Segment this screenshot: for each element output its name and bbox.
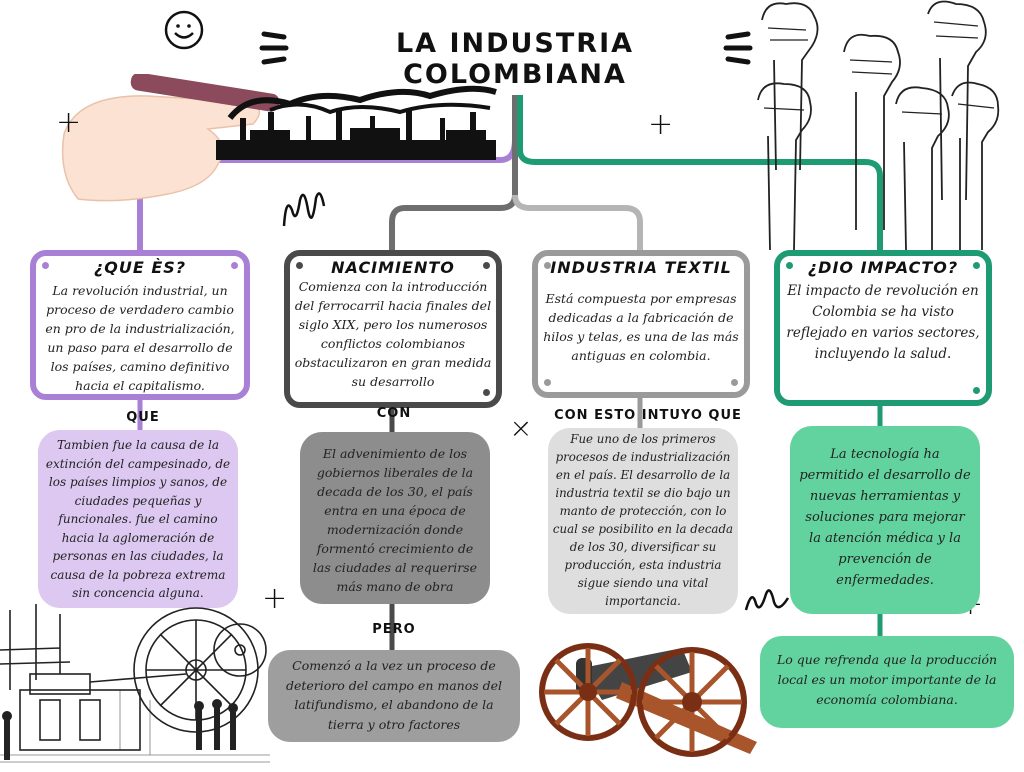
- raised-fists-icon: [752, 0, 1002, 254]
- card-corner-dot: [544, 262, 551, 269]
- card-text: Comienza con la introducción del ferroca…: [294, 279, 492, 389]
- bubble-green2: Lo que refrenda que la producción local …: [760, 636, 1014, 728]
- connector-con: CON: [376, 406, 412, 421]
- bubble-purple: Tambien fue la causa de la extinción del…: [38, 430, 238, 608]
- card-dio-impacto: ¿DIO IMPACTO? El impacto de revolución e…: [774, 250, 992, 406]
- steam-engine-icon: [0, 590, 270, 772]
- title-deco-right: [720, 28, 754, 72]
- card-corner-dot: [483, 262, 490, 269]
- card-industria-textil: INDUSTRIA TEXTIL Está compuesta por empr…: [532, 250, 750, 398]
- bubble-gray: El advenimiento de los gobiernos liberal…: [300, 432, 490, 604]
- card-que-es: ¿QUE ÈS? La revolución industrial, un pr…: [30, 250, 250, 400]
- connector-con-esto: CON ESTO INTUYO QUE: [554, 408, 742, 423]
- card-heading: INDUSTRIA TEXTIL: [550, 258, 732, 277]
- card-text: Está compuesta por empresas dedicadas a …: [543, 291, 739, 363]
- connector-pero: PERO: [372, 622, 416, 637]
- plus-icon: +: [56, 105, 82, 140]
- card-text: El impacto de revolución en Colombia se …: [786, 283, 980, 362]
- cannon-icon: [532, 622, 772, 772]
- card-corner-dot: [296, 262, 303, 269]
- card-heading: ¿DIO IMPACTO?: [807, 258, 959, 277]
- title-deco-left: [258, 28, 292, 72]
- card-corner-dot: [42, 262, 49, 269]
- card-corner-dot: [731, 379, 738, 386]
- bubble-textil: Fue uno de los primeros procesos de indu…: [548, 428, 738, 614]
- scribble-icon: [742, 584, 792, 622]
- card-corner-dot: [544, 379, 551, 386]
- card-corner-dot: [231, 262, 238, 269]
- card-text: La revolución industrial, un proceso de …: [45, 283, 235, 393]
- bubble-pero: Comenzó a la vez un proceso de deterioro…: [268, 650, 520, 742]
- card-heading: NACIMIENTO: [331, 258, 455, 277]
- plus-icon: +: [262, 581, 288, 616]
- card-corner-dot: [786, 262, 793, 269]
- connector-que: QUE: [126, 410, 160, 425]
- card-nacimiento: NACIMIENTO Comienza con la introducción …: [284, 250, 502, 408]
- page-title: LA INDUSTRIA COLOMBIANA: [395, 28, 635, 90]
- card-corner-dot: [483, 389, 490, 396]
- factory-skyline-icon: [210, 82, 500, 166]
- card-corner-dot: [973, 387, 980, 394]
- plus-icon: +: [648, 107, 674, 142]
- smiley-icon: [162, 8, 206, 56]
- hand-pen-icon: [58, 72, 288, 218]
- scribble-icon: [280, 186, 330, 236]
- card-heading: ¿QUE ÈS?: [93, 258, 187, 277]
- bubble-green: La tecnología ha permitido el desarrollo…: [790, 426, 980, 614]
- card-corner-dot: [973, 262, 980, 269]
